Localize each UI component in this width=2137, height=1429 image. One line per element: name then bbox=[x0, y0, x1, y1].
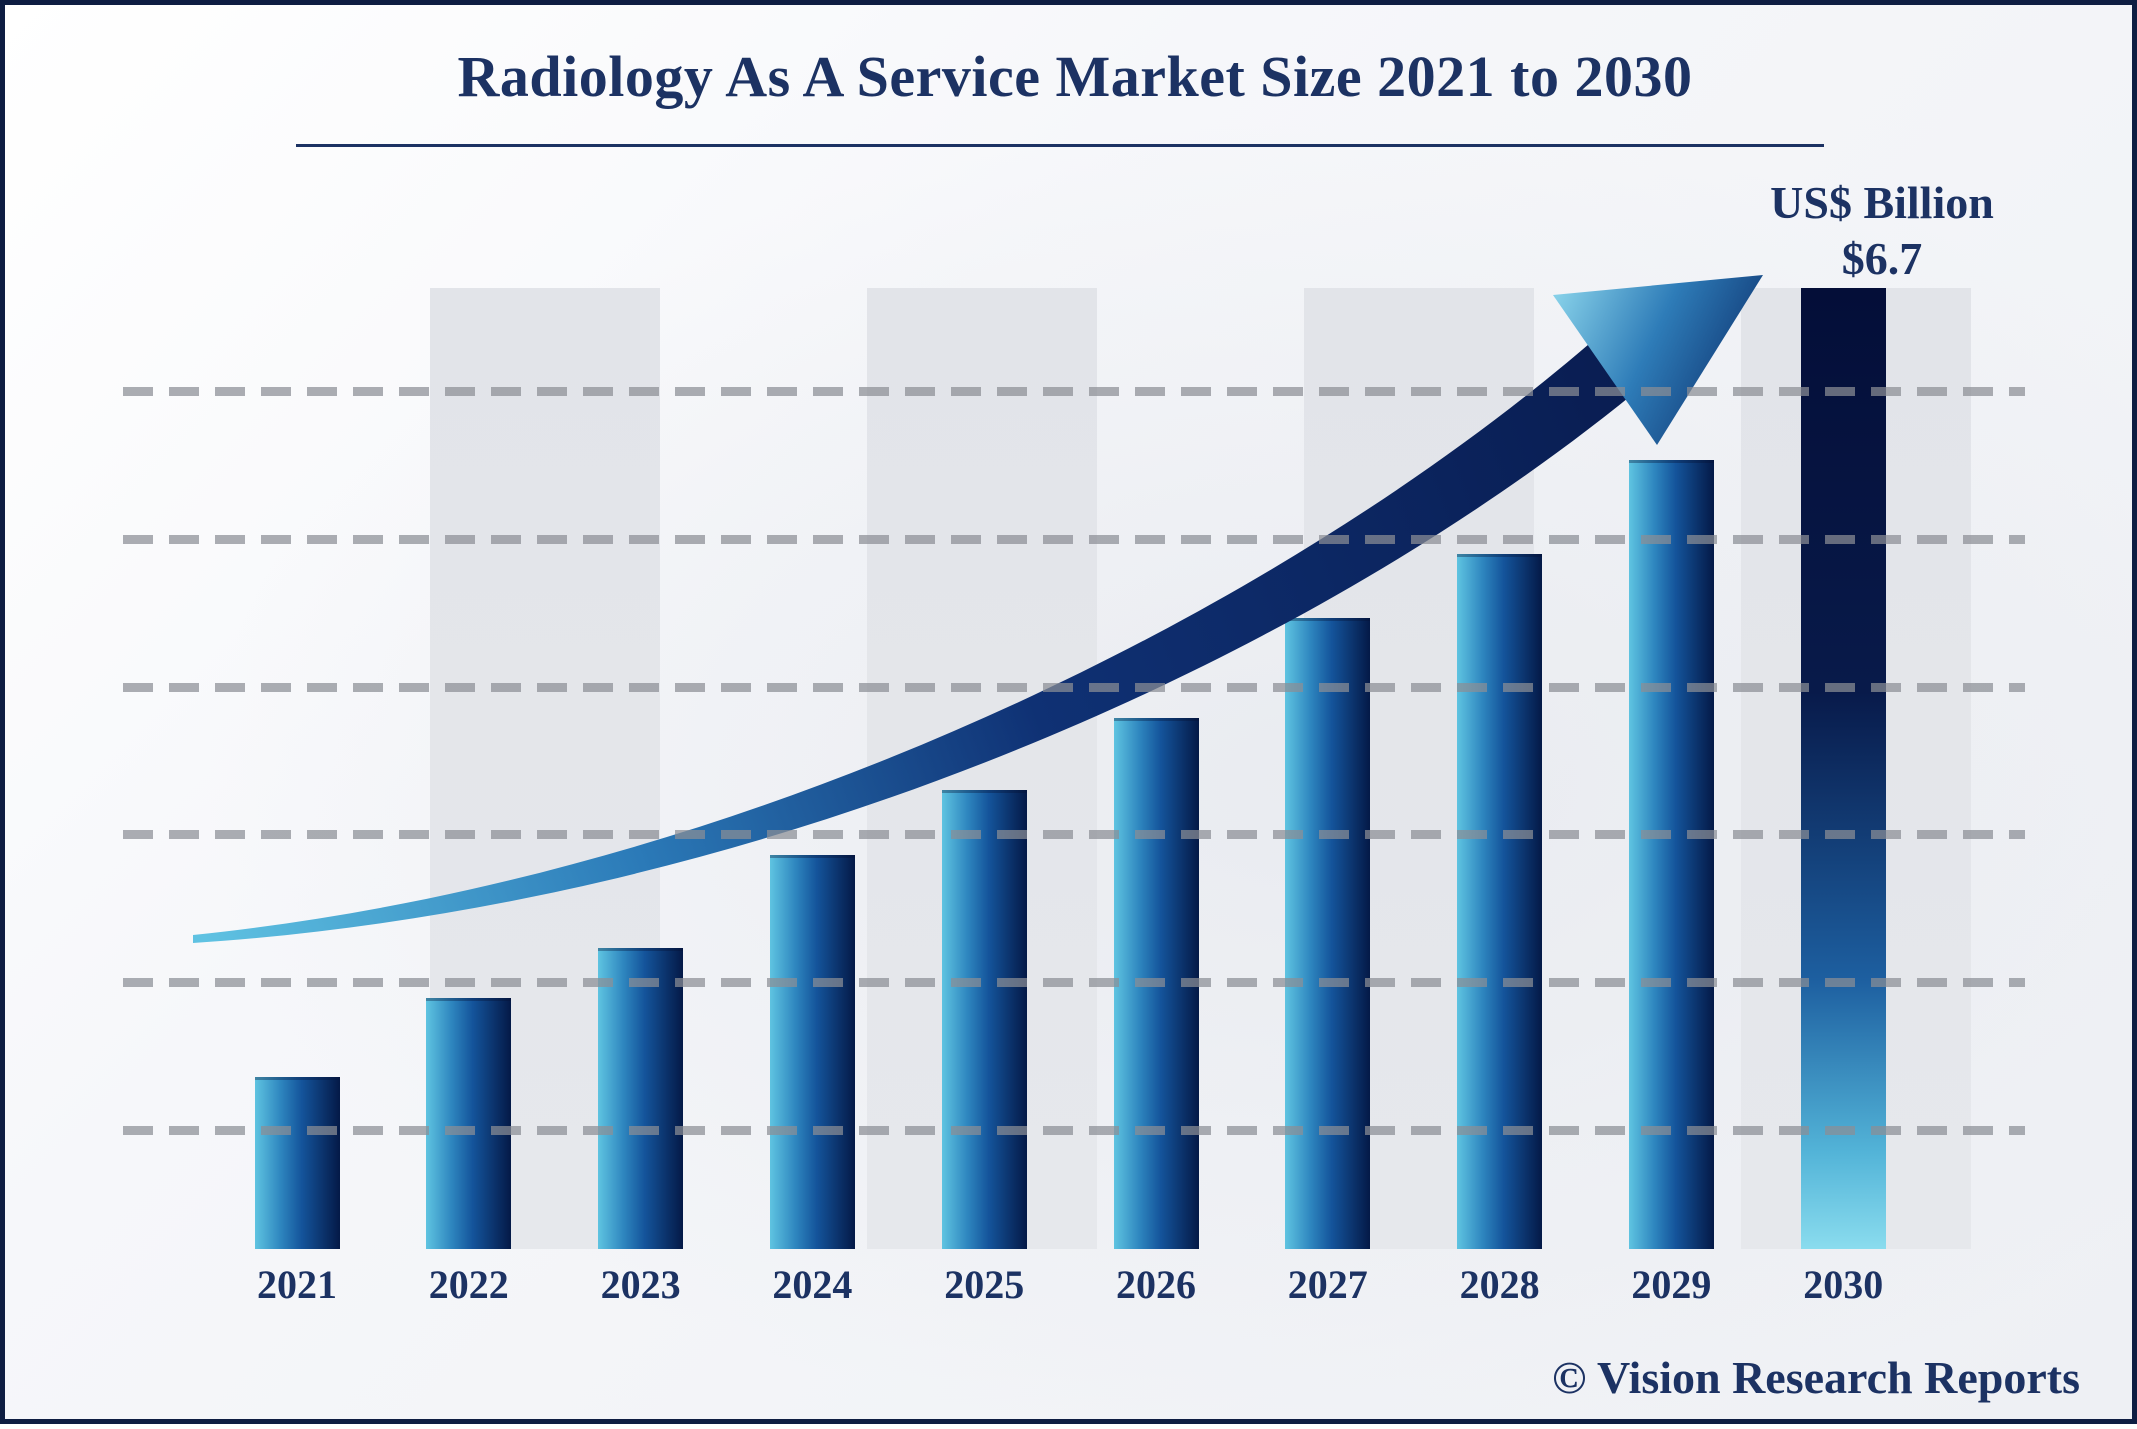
year-label-2027: 2027 bbox=[1287, 1262, 1368, 1307]
trend-arrow-head bbox=[1553, 275, 1763, 445]
gridline bbox=[123, 387, 2025, 396]
final-value-text: $6.7 bbox=[1841, 233, 1923, 284]
year-label-2026: 2026 bbox=[1116, 1262, 1196, 1307]
gridline bbox=[123, 1126, 2025, 1135]
chart-title: Radiology As A Service Market Size 2021 … bbox=[457, 44, 1693, 109]
bar-2024 bbox=[769, 854, 855, 1249]
year-label-2030: 2030 bbox=[1803, 1262, 1884, 1307]
year-label-2021: 2021 bbox=[257, 1262, 337, 1307]
bar-2027 bbox=[1285, 618, 1371, 1249]
unit-label-text: US$ Billion bbox=[1770, 177, 1994, 228]
bar-2025 bbox=[941, 790, 1027, 1249]
gridline bbox=[123, 830, 2025, 840]
bar-2028 bbox=[1457, 553, 1543, 1249]
year-label-2029: 2029 bbox=[1631, 1262, 1712, 1307]
title-underline bbox=[296, 144, 1824, 147]
year-label-2023: 2023 bbox=[600, 1262, 681, 1307]
bar-2023 bbox=[598, 947, 684, 1249]
bar-2021 bbox=[254, 1076, 340, 1249]
bar-2030 bbox=[1800, 288, 1886, 1249]
year-label-2025: 2025 bbox=[944, 1262, 1025, 1307]
watermark: © Vision Research Reports bbox=[1552, 1352, 2080, 1403]
bar-2022 bbox=[426, 998, 512, 1249]
gridline bbox=[123, 534, 2025, 544]
unit-value-label: US$ Billion $6.7 bbox=[1747, 175, 2017, 287]
year-label-2024: 2024 bbox=[772, 1262, 853, 1307]
gridline bbox=[123, 682, 2025, 692]
gridline bbox=[123, 978, 2025, 988]
year-label-2022: 2022 bbox=[428, 1262, 509, 1307]
year-label-2028: 2028 bbox=[1459, 1262, 1540, 1307]
